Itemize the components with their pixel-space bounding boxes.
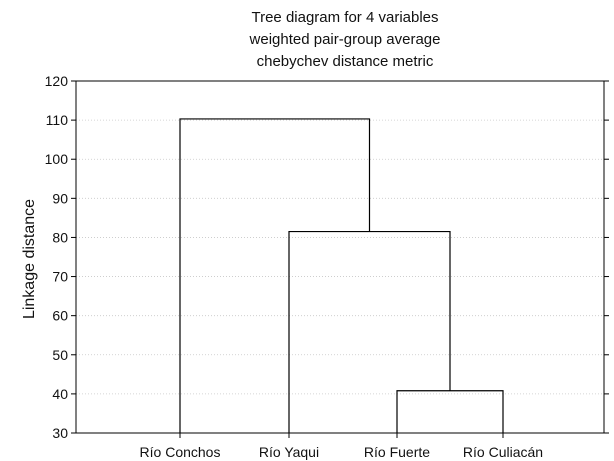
y-tick-label-90: 90 <box>52 190 68 206</box>
y-tick-label-50: 50 <box>52 347 68 363</box>
chart-title-line-2: weighted pair-group average <box>249 31 441 48</box>
y-tick-label-100: 100 <box>45 151 69 167</box>
merge-link-1 <box>396 390 504 433</box>
y-tick-label-60: 60 <box>52 308 68 324</box>
dendrogram-links <box>179 118 504 433</box>
y-axis-label: Linkage distance <box>21 199 38 319</box>
y-tick-label-30: 30 <box>52 425 68 441</box>
y-axis-ticks: 30 40 50 60 70 80 90 100 110 120 <box>45 73 609 441</box>
merge-link-2 <box>288 230 451 433</box>
gridlines <box>76 119 604 395</box>
y-tick-label-70: 70 <box>52 269 68 285</box>
plot-frame <box>75 80 605 434</box>
leaf-label-4: Río Culiacán <box>463 444 543 460</box>
leaf-labels: Río Conchos Río Yaqui Río Fuerte Río Culiac… <box>140 444 544 460</box>
leaf-label-2: Río Yaqui <box>259 444 319 460</box>
y-tick-label-40: 40 <box>52 386 68 402</box>
y-tick-label-110: 110 <box>46 112 69 128</box>
chart-title-line-3: chebychev distance metric <box>257 53 434 70</box>
y-tick-label-120: 120 <box>45 73 69 89</box>
leaf-label-1: Río Conchos <box>140 444 221 460</box>
leaf-label-3: Río Fuerte <box>364 444 430 460</box>
y-tick-label-80: 80 <box>52 229 68 245</box>
merge-link-3 <box>179 118 371 433</box>
chart-title: Tree diagram for 4 variables weighted pa… <box>249 9 441 70</box>
chart-title-line-1: Tree diagram for 4 variables <box>251 9 438 26</box>
